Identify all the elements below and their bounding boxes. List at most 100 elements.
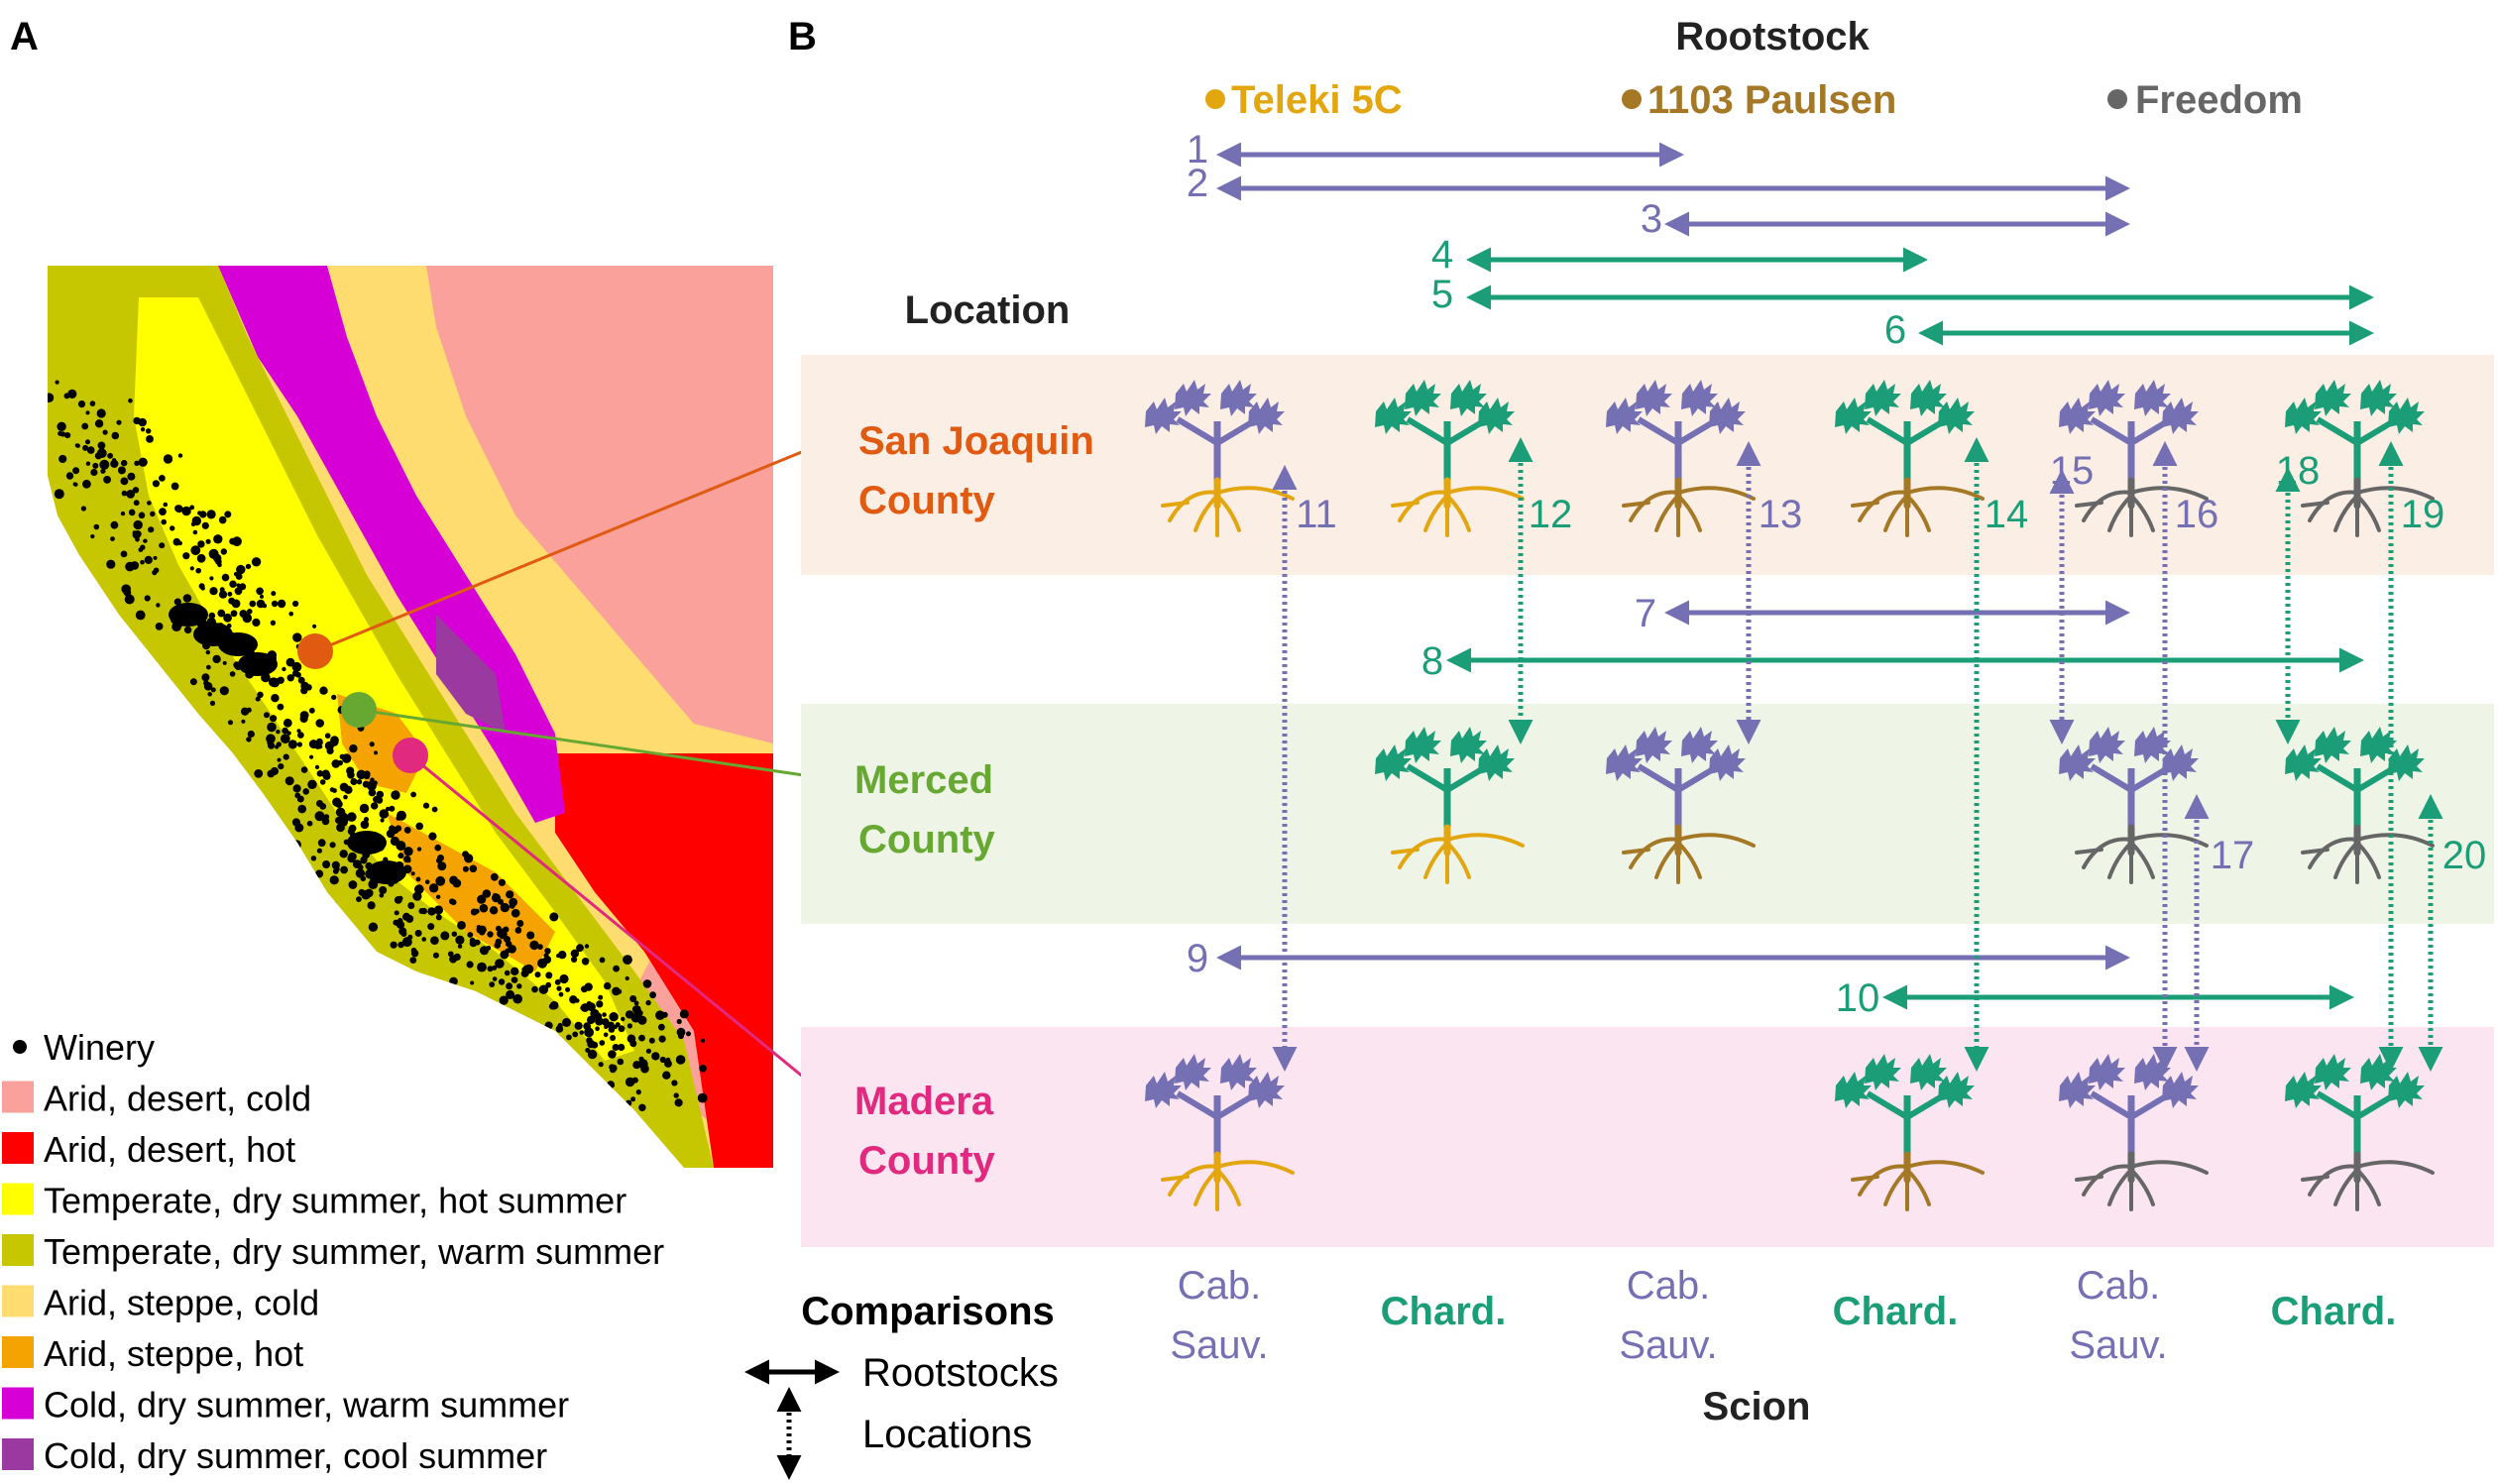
winery-dot — [182, 594, 192, 603]
plant-leaf — [1220, 1054, 1257, 1090]
winery-dot — [348, 852, 357, 861]
winery-dot — [697, 1092, 708, 1103]
winery-dot — [239, 610, 248, 619]
winery-dot — [390, 941, 397, 949]
winery-dot — [212, 654, 221, 664]
plant-leaf — [2285, 1072, 2322, 1108]
winery-dot — [497, 928, 507, 937]
winery-dot — [487, 966, 494, 972]
winery-dot — [420, 907, 427, 915]
winery-dot — [97, 441, 106, 450]
winery-dot — [556, 985, 562, 991]
winery-dot — [159, 542, 166, 549]
winery-dot — [401, 937, 412, 948]
winery-dot — [587, 1049, 598, 1060]
winery-dot — [612, 1044, 620, 1051]
winery-dot — [347, 828, 355, 836]
winery-dot — [267, 722, 277, 733]
winery-dot — [613, 965, 620, 972]
winery-dot — [219, 587, 225, 593]
winery-dot — [294, 823, 304, 833]
winery-dot — [208, 548, 219, 559]
map-zone-dsc — [436, 615, 506, 734]
climate-map — [48, 266, 773, 1168]
rootstock-comparison-number-8: 8 — [1421, 639, 1443, 683]
winery-dot — [675, 1055, 686, 1065]
winery-dot — [218, 515, 227, 524]
leader-line-madera — [409, 753, 832, 1101]
plant-leaf — [2089, 1054, 2125, 1090]
legend-label-bsk: Arid, steppe, cold — [44, 1283, 319, 1323]
winery-dot — [270, 766, 279, 776]
winery-dot — [371, 802, 379, 810]
plant-leaf — [1709, 744, 1746, 781]
winery-dot — [329, 787, 335, 792]
winery-dot — [700, 1038, 706, 1043]
winery-dot — [283, 718, 292, 728]
winery-dot — [93, 523, 100, 530]
winery-dot — [58, 454, 67, 464]
winery-dot — [246, 707, 252, 713]
winery-dot — [277, 599, 286, 609]
scion-labels: Cab. Sauv. Chard. Cab. Sauv. Chard. Cab. Sauv. C… — [1170, 1264, 2396, 1367]
location-label-me-2: County — [858, 818, 996, 861]
winery-dot — [310, 856, 317, 861]
winery-dot — [208, 612, 216, 620]
winery-dot — [555, 1025, 564, 1033]
winery-dot — [604, 1090, 611, 1096]
winery-dot — [362, 780, 370, 788]
winery-dot — [474, 939, 481, 946]
winery-dot — [347, 771, 355, 779]
winery-dot — [277, 703, 284, 711]
winery-dot — [96, 408, 106, 418]
winery-dot — [229, 671, 236, 677]
winery-dot — [156, 603, 161, 608]
winery-dot — [102, 429, 108, 435]
winery-dot — [509, 903, 515, 909]
winery-dot — [340, 865, 348, 874]
winery-dot — [286, 731, 291, 736]
winery-dot — [110, 520, 119, 529]
winery-dot — [659, 1056, 666, 1064]
winery-dot — [592, 1092, 600, 1100]
winery-dot — [391, 790, 400, 800]
winery-dot — [182, 552, 190, 560]
winery-dot — [309, 754, 314, 759]
winery-dot — [255, 696, 261, 702]
winery-dot — [307, 782, 314, 789]
winery-dot — [686, 1031, 691, 1037]
winery-dot — [356, 779, 363, 785]
winery-dot — [335, 807, 346, 818]
winery-dot — [584, 944, 590, 949]
winery-dot — [390, 836, 399, 847]
plant-icon-r0-c5 — [2285, 380, 2435, 537]
winery-dot — [73, 482, 78, 487]
winery-dot — [273, 820, 281, 828]
winery-dot — [133, 519, 143, 530]
winery-dot — [370, 777, 375, 783]
winery-dot — [260, 594, 264, 599]
winery-dot — [585, 1048, 591, 1053]
winery-dot — [111, 458, 117, 463]
winery-dot — [477, 894, 487, 904]
winery-dot — [140, 427, 146, 432]
plant-leaf — [1835, 1072, 1872, 1108]
winery-dot — [299, 714, 308, 724]
scion-label-2-line2: Sauv. — [1619, 1323, 1717, 1367]
plant-leaf — [1938, 1072, 1975, 1108]
rootstock-comparison-number-2: 2 — [1187, 162, 1208, 205]
winery-dot — [241, 719, 246, 724]
winery-dot — [153, 567, 160, 574]
winery-dot — [469, 864, 478, 873]
winery-dot — [422, 802, 430, 809]
winery-dot — [134, 460, 140, 466]
winery-dot — [416, 847, 422, 852]
winery-dot — [376, 790, 385, 799]
plant-leaf — [2134, 380, 2171, 416]
winery-dot — [434, 844, 442, 852]
map-zone-bwh — [555, 753, 773, 1168]
plant-leaf — [1606, 744, 1643, 781]
winery-dot — [651, 1052, 660, 1061]
winery-dot — [270, 722, 275, 727]
